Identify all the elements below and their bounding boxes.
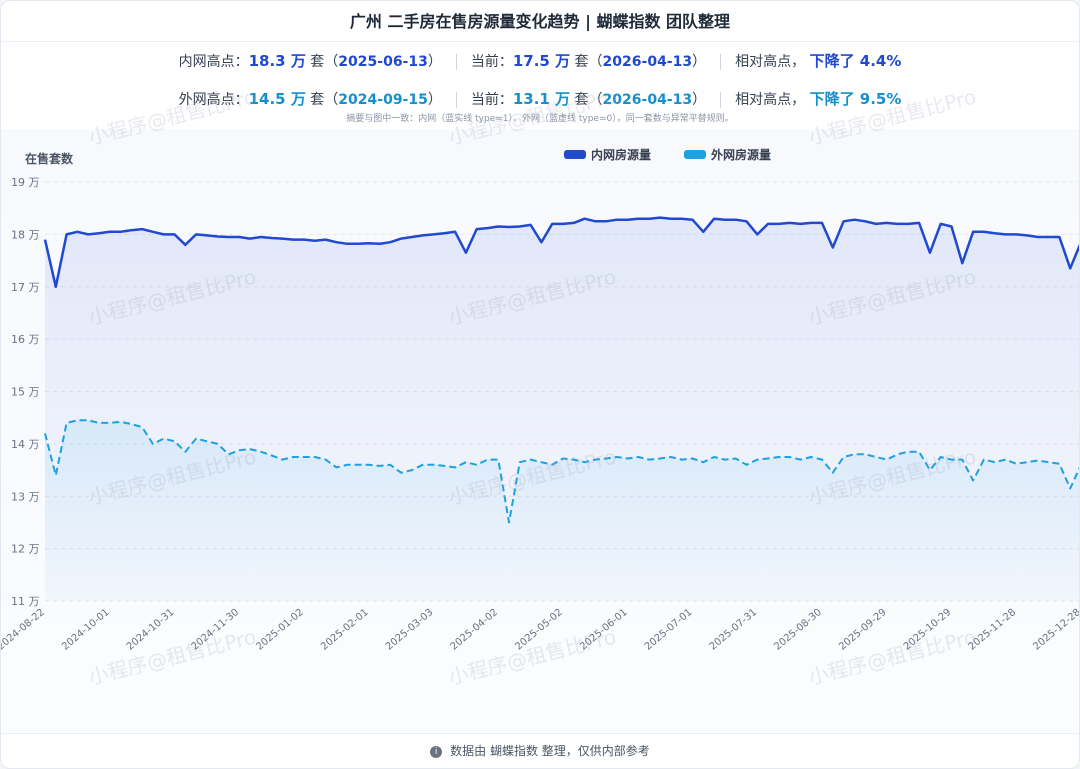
area-fill xyxy=(45,420,1079,601)
summary-row: 内网高点：18.3 万 套（2025-06-13） 当前：17.5 万 套（202… xyxy=(1,50,1079,71)
separator xyxy=(455,92,457,108)
y-tick-label: 13 万 xyxy=(11,490,40,503)
label: 当前： xyxy=(470,54,513,70)
note: 摘要与图中一致：内网（蓝实线 type=1）、外网（蓝虚线 type=0），同一… xyxy=(346,114,734,124)
x-tick-label: 2025-05-02 xyxy=(513,607,565,653)
x-tick-label: 2025-04-02 xyxy=(449,607,501,653)
plot xyxy=(43,216,1079,601)
chart: 在售套数 11 万 12 万 13 万 14 万 15 万 16 万 17 万 18 万 19 … xyxy=(1,147,1079,653)
info-icon: i xyxy=(430,745,443,758)
label: 相对高点， xyxy=(735,92,806,108)
label: 内网高点： xyxy=(178,54,249,70)
y-tick-label: 17 万 xyxy=(11,281,40,294)
x-tick-label: 2025-01-02 xyxy=(254,607,306,653)
label: 当前： xyxy=(470,92,513,108)
value: 下降了 4.4% xyxy=(809,52,902,70)
series-line xyxy=(44,419,1079,524)
x-tick-label: 2024-10-01 xyxy=(60,607,112,653)
paren: ） xyxy=(692,54,707,70)
x-tick-label: 2025-10-29 xyxy=(902,607,954,653)
separator xyxy=(720,54,722,70)
x-tick-label: 2024-08-22 xyxy=(1,607,47,653)
y-tick-label: 14 万 xyxy=(11,438,40,451)
value: 17.5 万 xyxy=(512,52,571,70)
date: 2026-04-13 xyxy=(602,92,693,108)
y-tick-label: 12 万 xyxy=(11,543,40,556)
paren: ） xyxy=(427,54,442,70)
x-tick-label: 2024-10-31 xyxy=(125,607,177,653)
x-tick-label: 2025-07-01 xyxy=(643,607,695,653)
paren: ） xyxy=(692,92,707,108)
paren: ） xyxy=(427,92,442,108)
y-tick-label: 15 万 xyxy=(11,386,40,399)
unit: 套（ xyxy=(574,54,603,70)
date: 2026-04-13 xyxy=(602,54,693,70)
value: 下降了 9.5% xyxy=(809,90,902,108)
value: 13.1 万 xyxy=(512,90,571,108)
unit: 套（ xyxy=(574,92,603,108)
label: 相对高点， xyxy=(735,54,806,70)
footer-text: 数据由 蝴蝶指数 整理，仅供内部参考 xyxy=(450,744,650,758)
legend-swatch xyxy=(564,150,586,159)
legend-swatch xyxy=(684,150,706,159)
legend-label: 外网房源量 xyxy=(711,147,771,162)
y-axis-label: 在售套数 xyxy=(25,151,74,166)
separator xyxy=(455,54,457,70)
x-tick-label: 2025-12-28 xyxy=(1031,607,1079,653)
x-tick-label: 2025-11-28 xyxy=(967,607,1019,653)
label: 外网高点： xyxy=(178,92,249,108)
date: 2024-09-15 xyxy=(338,92,428,108)
y-tick-label: 19 万 xyxy=(11,176,40,189)
x-tick-label: 2024-11-30 xyxy=(190,607,242,653)
value: 18.3 万 xyxy=(248,52,306,70)
summary-row: 外网高点：14.5 万 套（2024-09-15） 当前：13.1 万 套（202… xyxy=(1,88,1079,109)
unit: 套（ xyxy=(310,54,339,70)
x-tick-label: 2025-02-01 xyxy=(319,607,371,653)
y-tick-label: 11 万 xyxy=(11,595,40,608)
x-tick-label: 2025-08-30 xyxy=(772,607,824,653)
y-tick-label: 16 万 xyxy=(11,333,40,346)
date: 2025-06-13 xyxy=(338,54,428,70)
x-tick-label: 2025-07-31 xyxy=(708,607,760,653)
x-tick-label: 2025-03-03 xyxy=(384,607,436,653)
title: 广州 二手房在售房源量变化趋势 | 蝴蝶指数 团队整理 xyxy=(1,1,1079,42)
series-line xyxy=(43,216,1079,289)
x-tick-label: 2025-06-01 xyxy=(578,607,630,653)
x-tick-label: 2025-09-29 xyxy=(837,607,889,653)
value: 14.5 万 xyxy=(248,90,306,108)
footer: i 数据由 蝴蝶指数 整理，仅供内部参考 xyxy=(1,733,1079,768)
legend-label: 内网房源量 xyxy=(591,147,651,162)
separator xyxy=(720,92,722,108)
y-tick-label: 18 万 xyxy=(11,228,40,241)
unit: 套（ xyxy=(310,92,339,108)
